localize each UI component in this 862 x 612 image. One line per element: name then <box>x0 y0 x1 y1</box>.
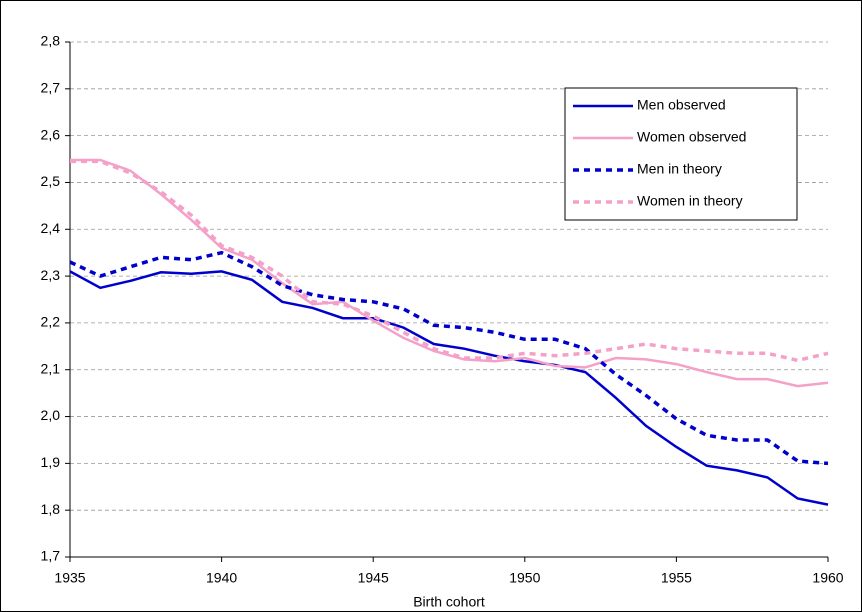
y-tick-label: 1,8 <box>41 501 61 517</box>
x-tick-label: 1955 <box>661 570 692 586</box>
y-tick-label: 2,6 <box>41 126 61 142</box>
y-tick-label: 2,2 <box>41 314 61 330</box>
x-tick-label: 1950 <box>509 570 540 586</box>
x-tick-label: 1960 <box>812 570 843 586</box>
y-tick-label: 2,0 <box>41 407 61 423</box>
x-tick-label: 1945 <box>358 570 389 586</box>
series-line <box>69 250 829 466</box>
y-tick-label: 1,9 <box>41 454 61 470</box>
y-tick-label: 1,7 <box>41 548 61 564</box>
y-tick-label: 2,8 <box>41 33 61 49</box>
legend-label: Men in theory <box>637 161 722 177</box>
y-tick-label: 2,3 <box>41 267 61 283</box>
series-line <box>70 159 829 363</box>
x-axis-label: Birth cohort <box>413 594 485 610</box>
legend-label: Men observed <box>637 97 726 113</box>
legend-label: Women in theory <box>637 193 743 209</box>
y-tick-label: 2,1 <box>41 360 61 376</box>
series-line <box>69 270 829 506</box>
x-tick-label: 1940 <box>206 570 237 586</box>
y-tick-label: 2,4 <box>41 220 61 236</box>
legend-label: Women observed <box>637 129 746 145</box>
legend-box <box>564 87 798 221</box>
y-tick-label: 2,5 <box>41 173 61 189</box>
series-line <box>70 158 829 388</box>
y-tick-label: 2,7 <box>41 80 61 96</box>
x-tick-label: 1935 <box>54 570 85 586</box>
